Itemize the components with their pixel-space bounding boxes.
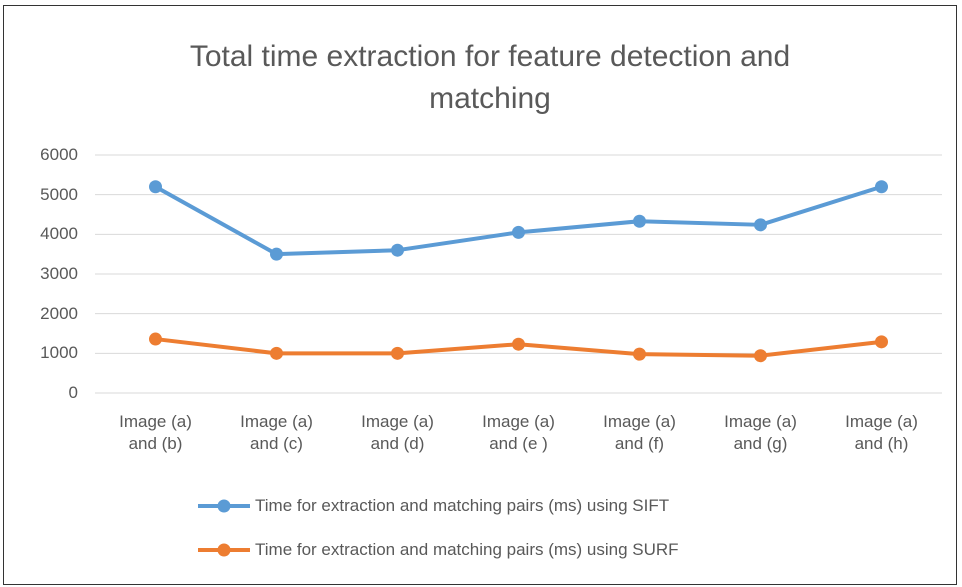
y-tick-label: 5000 xyxy=(40,184,78,204)
x-tick-label: Image (a) and (h) xyxy=(845,412,918,453)
y-tick-label: 4000 xyxy=(40,224,78,244)
x-tick-label: Image (a) and (g) xyxy=(724,412,797,453)
data-point xyxy=(149,332,162,346)
data-point xyxy=(270,346,283,360)
legend-marker xyxy=(217,543,231,557)
legend-marker xyxy=(217,499,231,513)
legend-label: Time for extraction and matching pairs (… xyxy=(255,496,670,515)
data-point xyxy=(754,349,767,363)
x-tick-label: Image (a) and (f) xyxy=(603,412,676,453)
data-point xyxy=(633,214,646,228)
data-point xyxy=(270,247,283,261)
data-point xyxy=(512,337,525,351)
legend-label: Time for extraction and matching pairs (… xyxy=(255,540,679,559)
x-tick-label: Image (a) and (c) xyxy=(240,412,313,453)
chart-frame xyxy=(3,5,957,585)
data-point xyxy=(633,347,646,361)
y-tick-label: 0 xyxy=(68,383,78,402)
y-tick-label: 2000 xyxy=(40,303,78,323)
data-point xyxy=(875,335,888,349)
data-point xyxy=(754,218,767,232)
y-tick-label: 6000 xyxy=(40,145,78,164)
data-point xyxy=(391,346,404,360)
y-tick-label: 3000 xyxy=(40,264,78,283)
data-point xyxy=(149,180,162,194)
x-tick-label: Image (a) and (b) xyxy=(119,412,192,453)
x-tick-label: Image (a) and (d) xyxy=(361,412,434,453)
data-point xyxy=(391,243,404,257)
chart-title: Total time extraction for feature detect… xyxy=(189,40,791,115)
x-tick-label: Image (a) and (e ) xyxy=(482,412,555,453)
data-point xyxy=(512,225,525,239)
series-line xyxy=(154,184,883,257)
data-point xyxy=(875,180,888,194)
y-tick-label: 1000 xyxy=(40,343,78,363)
